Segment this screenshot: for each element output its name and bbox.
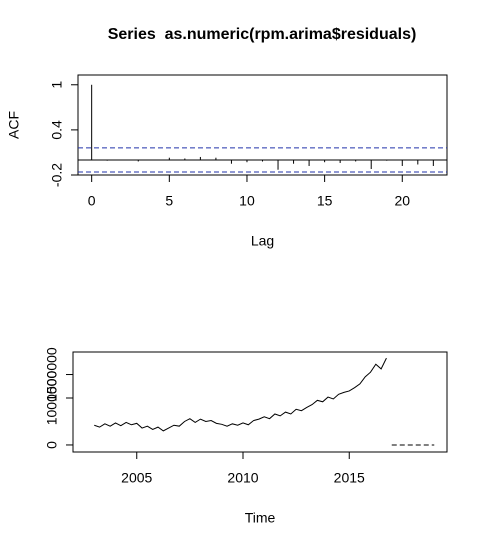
x-tick-label: 20 [394,193,410,209]
y-axis-label: ACF [6,111,22,139]
plot-box [72,351,448,453]
y-tick-label: 1500000 [44,347,60,402]
x-tick-label: 10 [239,193,255,209]
x-tick-label: 2010 [227,470,258,486]
x-tick-label: 2015 [334,470,365,486]
x-tick-label: 2005 [121,470,152,486]
y-tick-label: 1000000 [44,371,60,426]
series-line [94,357,387,432]
x-axis-label: Time [245,510,276,526]
y-tick-label: 0 [44,441,60,449]
x-tick-label: 0 [88,193,96,209]
chart-title: Series as.numeric(rpm.arima$residuals) [108,26,417,43]
y-tick-label: 0.4 [49,120,65,140]
x-tick-label: 5 [165,193,173,209]
x-tick-label: 15 [317,193,333,209]
y-tick-label: 1 [49,81,65,89]
y-tick-label: -0.2 [49,163,65,187]
x-axis-label: Lag [251,233,274,249]
